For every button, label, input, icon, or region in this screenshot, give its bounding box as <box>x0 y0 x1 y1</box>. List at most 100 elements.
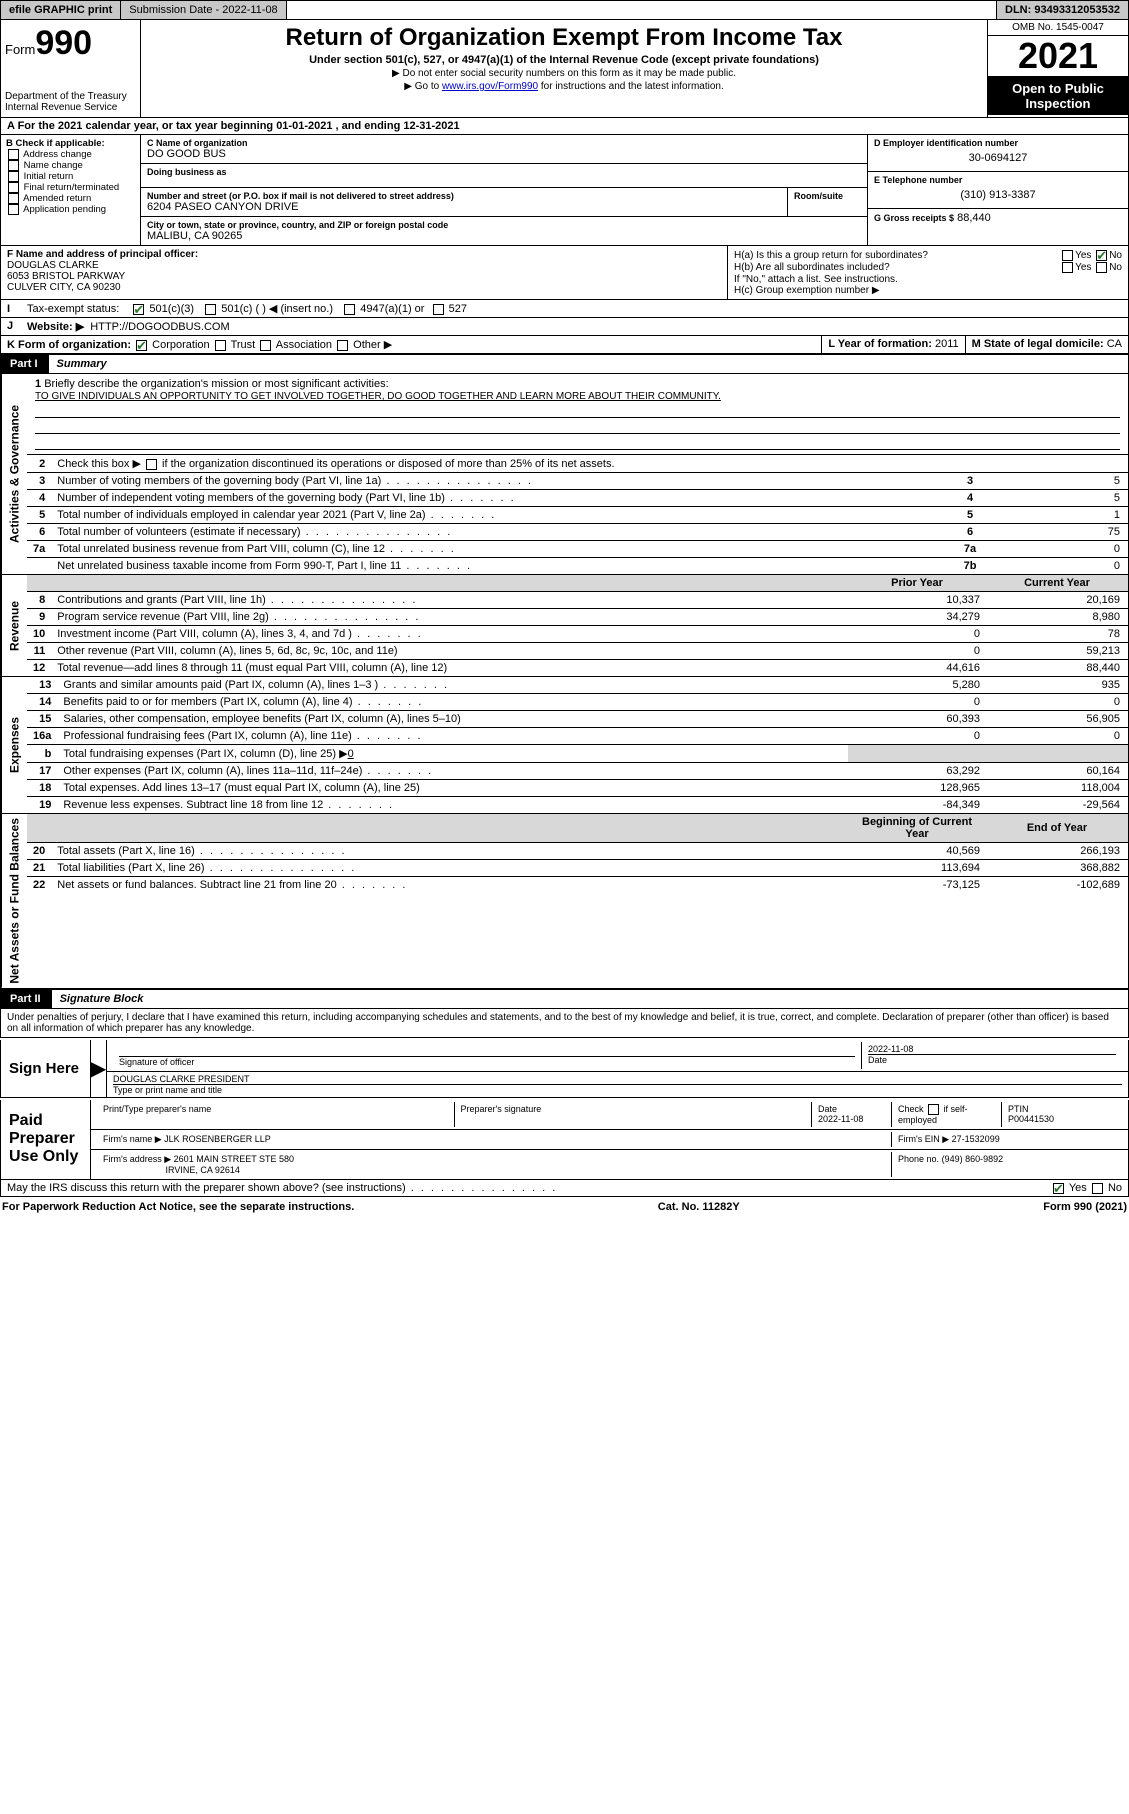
hb-yes[interactable] <box>1062 262 1073 273</box>
activities-section: Activities & Governance 1 Briefly descri… <box>0 374 1129 575</box>
vlabel-revenue: Revenue <box>1 575 27 676</box>
firm-addr1: 2601 MAIN STREET STE 580 <box>174 1154 294 1164</box>
ptin-lbl: PTIN <box>1008 1104 1029 1114</box>
col-d: D Employer identification number 30-0694… <box>868 135 1128 245</box>
efile-print-button[interactable]: efile GRAPHIC print <box>1 1 121 19</box>
form-header: Form990 Department of the Treasury Inter… <box>0 20 1129 118</box>
topbar-spacer <box>287 1 997 19</box>
j-lbl: Website: ▶ <box>27 321 84 333</box>
form-subtitle: Under section 501(c), 527, or 4947(a)(1)… <box>149 54 979 66</box>
part1-title: Summary <box>48 354 1129 374</box>
omb-number: OMB No. 1545-0047 <box>988 20 1128 36</box>
org-name: DO GOOD BUS <box>147 148 861 160</box>
form-ref: Form 990 (2021) <box>1043 1201 1127 1213</box>
gross-lbl: G Gross receipts $ <box>874 213 954 223</box>
tax-year: 2021 <box>988 36 1128 77</box>
paid-preparer-block: Paid Preparer Use Only Print/Type prepar… <box>0 1100 1129 1180</box>
gross-value: 88,440 <box>957 212 991 224</box>
m-lbl: M State of legal domicile: <box>972 338 1104 350</box>
sign-arrow-icon: ▶ <box>91 1040 107 1097</box>
chk-other[interactable] <box>337 340 348 351</box>
chk-initial-return[interactable]: Initial return <box>6 171 135 182</box>
ha-no[interactable] <box>1096 250 1107 261</box>
chk-self-employed[interactable] <box>928 1104 939 1115</box>
pra-notice: For Paperwork Reduction Act Notice, see … <box>2 1201 354 1213</box>
col-f: F Name and address of principal officer:… <box>1 246 728 299</box>
col-c: C Name of organization DO GOOD BUS Doing… <box>141 135 868 245</box>
firm-addr2: IRVINE, CA 92614 <box>166 1165 240 1175</box>
vlabel-expenses: Expenses <box>1 677 27 813</box>
ptin: P00441530 <box>1008 1114 1054 1124</box>
chk-discontinued[interactable] <box>146 459 157 470</box>
part2-title: Signature Block <box>51 989 1129 1009</box>
ha-yes[interactable] <box>1062 250 1073 261</box>
row-i: I Tax-exempt status: 501(c)(3) 501(c) ( … <box>0 300 1129 318</box>
officer-name: DOUGLAS CLARKE <box>7 260 721 271</box>
dept-treasury: Department of the Treasury <box>5 91 136 102</box>
mission-lbl: Briefly describe the organization's miss… <box>44 378 388 390</box>
addr-lbl: Number and street (or P.O. box if mail i… <box>147 191 781 201</box>
pp-date-lbl: Date <box>818 1104 837 1114</box>
chk-corp[interactable] <box>136 340 147 351</box>
part1-header: Part I Summary <box>0 354 1129 374</box>
chk-name-change[interactable]: Name change <box>6 160 135 171</box>
goto-post: for instructions and the latest informat… <box>538 81 724 92</box>
discuss-yes[interactable] <box>1053 1183 1064 1194</box>
revenue-table: Prior YearCurrent Year 8Contributions an… <box>27 575 1128 676</box>
hc-text: H(c) Group exemption number ▶ <box>734 285 1122 296</box>
pp-sig-lbl: Preparer's signature <box>455 1102 813 1127</box>
firm-phone-lbl: Phone no. <box>898 1154 939 1164</box>
i-lbl: Tax-exempt status: <box>21 301 125 317</box>
sig-date-lbl: Date <box>868 1054 1116 1065</box>
ein-lbl: D Employer identification number <box>874 138 1122 148</box>
dln: DLN: 93493312053532 <box>997 1 1128 19</box>
chk-address-change[interactable]: Address change <box>6 149 135 160</box>
chk-assoc[interactable] <box>260 340 271 351</box>
paid-preparer-label: Paid Preparer Use Only <box>1 1100 91 1179</box>
section-fh: F Name and address of principal officer:… <box>0 246 1129 300</box>
col-b: B Check if applicable: Address change Na… <box>1 135 141 245</box>
chk-amended[interactable]: Amended return <box>6 193 135 204</box>
irs-label: Internal Revenue Service <box>5 102 136 113</box>
part2-num: Part II <box>0 993 51 1005</box>
top-bar: efile GRAPHIC print Submission Date - 20… <box>0 0 1129 20</box>
cat-no: Cat. No. 11282Y <box>658 1201 740 1213</box>
room-lbl: Room/suite <box>794 191 861 201</box>
chk-final-return[interactable]: Final return/terminated <box>6 182 135 193</box>
officer-name-title: DOUGLAS CLARKE PRESIDENT <box>113 1074 1122 1084</box>
city-lbl: City or town, state or province, country… <box>147 220 861 230</box>
chk-527[interactable] <box>433 304 444 315</box>
goto-pre: ▶ Go to <box>404 81 442 92</box>
k-lbl: K Form of organization: <box>7 339 131 351</box>
chk-app-pending[interactable]: Application pending <box>6 204 135 215</box>
sig-officer-lbl: Signature of officer <box>119 1056 855 1067</box>
ha-text: H(a) Is this a group return for subordin… <box>734 250 928 261</box>
discuss-no[interactable] <box>1092 1183 1103 1194</box>
form-title: Return of Organization Exempt From Incom… <box>149 24 979 52</box>
discuss-text: May the IRS discuss this return with the… <box>7 1182 557 1194</box>
irs-link[interactable]: www.irs.gov/Form990 <box>442 81 538 92</box>
expenses-table: 13Grants and similar amounts paid (Part … <box>27 677 1128 813</box>
form-990-text: 990 <box>35 24 92 62</box>
goto-note: ▶ Go to www.irs.gov/Form990 for instruct… <box>149 81 979 92</box>
sign-here-block: Sign Here ▶ Signature of officer 2022-11… <box>0 1040 1129 1098</box>
period-a: A For the 2021 calendar year, or tax yea… <box>1 118 466 134</box>
open-to-public: Open to Public Inspection <box>988 77 1128 115</box>
hb-text: H(b) Are all subordinates included? <box>734 262 890 273</box>
city-state-zip: MALIBU, CA 90265 <box>147 230 861 242</box>
expenses-section: Expenses 13Grants and similar amounts pa… <box>0 677 1129 814</box>
pp-name-lbl: Print/Type preparer's name <box>97 1102 455 1127</box>
hb-no[interactable] <box>1096 262 1107 273</box>
sign-here-label: Sign Here <box>1 1040 91 1097</box>
revenue-section: Revenue Prior YearCurrent Year 8Contribu… <box>0 575 1129 677</box>
state-domicile: CA <box>1107 338 1122 350</box>
chk-trust[interactable] <box>215 340 226 351</box>
chk-501c[interactable] <box>205 304 216 315</box>
f-lbl: F Name and address of principal officer: <box>7 249 721 260</box>
chk-4947[interactable] <box>344 304 355 315</box>
governance-table: 2Check this box ▶ if the organization di… <box>27 455 1128 574</box>
netassets-table: Beginning of Current YearEnd of Year 20T… <box>27 814 1128 893</box>
section-bcdeg: B Check if applicable: Address change Na… <box>0 135 1129 246</box>
part2-header: Part II Signature Block <box>0 989 1129 1009</box>
chk-501c3[interactable] <box>133 304 144 315</box>
